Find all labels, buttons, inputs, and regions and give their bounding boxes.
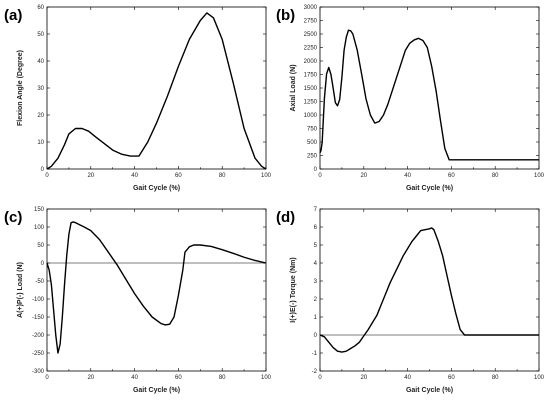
y-tick-label: 10 [37,140,44,146]
x-tick-label: 60 [448,375,455,381]
x-tick-label: 60 [448,173,455,179]
panel-label: (b) [276,7,295,24]
x-tick-label: 100 [261,375,272,381]
plot-frame [319,6,540,170]
y-tick-label: -2 [312,369,318,375]
panel-label: (a) [4,7,22,24]
y-tick-label: 0 [41,261,45,267]
x-tick-label: 80 [219,375,226,381]
x-tick-label: 60 [175,173,182,179]
y-tick-label: 50 [37,32,44,38]
series-line [46,221,267,354]
y-tick-label: -100 [32,297,45,303]
y-tick-label: 1 [314,315,318,321]
x-tick-label: 0 [45,375,49,381]
y-tick-label: 500 [307,140,318,146]
y-tick-label: 2000 [304,59,318,65]
x-tick-label: 0 [318,173,322,179]
x-tick-label: 20 [360,173,367,179]
x-tick-label: 20 [87,173,94,179]
x-tick-label: 100 [261,173,272,179]
y-axis-label: A(+)P(-) Load (N) [17,262,24,318]
x-axis-label: Gait Cycle (%) [406,387,453,394]
y-tick-label: -300 [32,369,45,375]
y-tick-label: 2500 [304,32,318,38]
y-tick-label: 3 [314,279,318,285]
y-tick-label: 1500 [304,86,318,92]
plot-frame [46,208,267,372]
chart-panel-3: 0 20 40 60 80 100 -2 -1 0 1 2 3 4 5 6 7 Gait Cycle (%) I(… [276,207,545,394]
y-tick-label: 1250 [304,100,318,106]
y-tick-label: 5 [314,243,318,249]
panel-label: (d) [276,209,295,226]
x-tick-label: 0 [318,375,322,381]
y-tick-label: 30 [37,86,44,92]
x-axis-label: Gait Cycle (%) [133,387,180,394]
x-tick-label: 20 [87,375,94,381]
x-tick-label: 40 [404,375,411,381]
x-tick-label: 40 [131,173,138,179]
x-tick-label: 80 [492,173,499,179]
chart-panel-2: 0 20 40 60 80 100 -300 -250 -200 -150 -100 -50 0 50 10… [4,207,272,394]
y-tick-label: 2750 [304,19,318,25]
y-tick-label: 0 [41,167,45,173]
series-line [46,12,267,170]
y-tick-label: 150 [34,207,45,213]
y-tick-label: -150 [32,315,45,321]
x-tick-label: 80 [219,173,226,179]
y-tick-label: -1 [312,351,318,357]
y-tick-label: 40 [37,59,44,65]
x-tick-label: 80 [492,375,499,381]
x-axis-label: Gait Cycle (%) [406,185,453,192]
y-tick-label: 0 [314,167,318,173]
x-tick-label: 0 [45,173,49,179]
y-tick-label: 100 [34,225,45,231]
y-tick-label: 0 [314,333,318,339]
y-tick-label: 7 [314,207,318,213]
y-tick-label: 50 [37,243,44,249]
y-tick-label: 2250 [304,46,318,52]
y-tick-label: -50 [35,279,44,285]
y-tick-label: 20 [37,113,44,119]
x-tick-label: 100 [534,375,545,381]
x-axis-label: Gait Cycle (%) [133,185,180,192]
y-axis-label: I(+)E(-) Torque (Nm) [290,257,297,322]
y-axis-label: Axial Load (N) [290,64,297,111]
y-axis-label: Flexion Angle (Degree) [17,50,24,126]
y-tick-label: 6 [314,225,318,231]
panel-label: (c) [4,209,22,226]
x-tick-label: 40 [131,375,138,381]
series-line [319,227,539,353]
plot-frame [46,6,267,170]
x-tick-label: 100 [534,173,545,179]
y-tick-label: 750 [307,127,318,133]
y-tick-label: -250 [32,351,45,357]
y-tick-label: 2 [314,297,318,303]
series-line [319,29,539,161]
y-tick-label: 250 [307,154,318,160]
y-tick-label: 1750 [304,73,318,79]
y-tick-label: 60 [37,5,44,11]
x-tick-label: 20 [360,375,367,381]
x-tick-label: 40 [404,173,411,179]
chart-panel-1: 0 20 40 60 80 1000250500750100012501500175020… [276,5,545,192]
y-tick-label: -200 [32,333,45,339]
y-tick-label: 1000 [304,113,318,119]
y-tick-label: 3000 [304,5,318,11]
y-tick-label: 4 [314,261,318,267]
chart-panel-0: 0 20 40 60 80 100 0 10 20 30 40 50 60 Gait Cycle (%) F… [4,5,272,192]
x-tick-label: 60 [175,375,182,381]
